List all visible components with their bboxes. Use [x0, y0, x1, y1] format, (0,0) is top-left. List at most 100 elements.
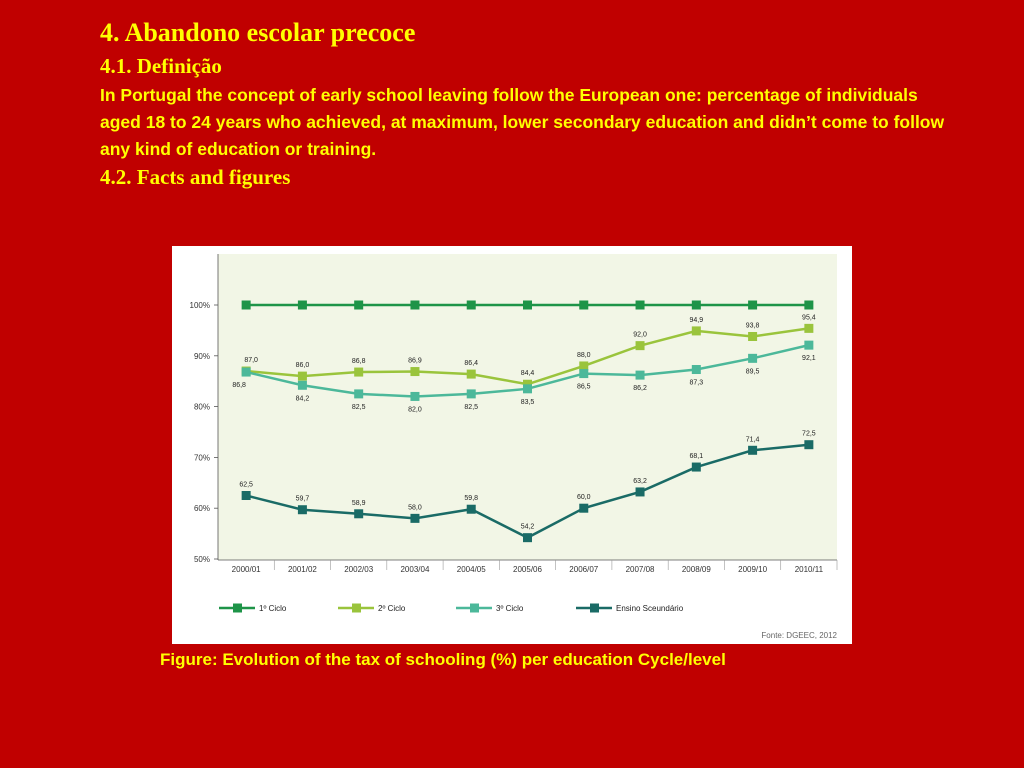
data-point — [804, 300, 814, 310]
data-point — [354, 367, 364, 377]
data-point — [691, 300, 701, 310]
section-heading: 4.2. Facts and figures — [100, 165, 291, 189]
legend-marker — [233, 603, 242, 613]
data-label: 68,1 — [690, 453, 704, 460]
data-label: 93,8 — [746, 322, 760, 329]
data-point — [635, 487, 645, 497]
data-point — [804, 340, 814, 350]
y-tick-label: 50% — [194, 555, 210, 564]
x-tick-label: 2005/06 — [513, 565, 542, 574]
data-label: 92,1 — [802, 355, 816, 362]
data-label: 95,4 — [802, 314, 816, 321]
data-point — [748, 445, 758, 455]
y-tick-label: 80% — [194, 403, 210, 412]
data-label: 89,5 — [746, 368, 760, 375]
data-label: 88,0 — [577, 352, 591, 359]
legend-label: 2º Ciclo — [378, 604, 406, 613]
data-point — [466, 369, 476, 379]
data-label: 87,3 — [690, 380, 704, 387]
x-tick-label: 2009/10 — [738, 565, 767, 574]
data-label: 82,5 — [464, 404, 478, 411]
data-point — [635, 370, 645, 380]
x-tick-label: 2001/02 — [288, 565, 317, 574]
data-point — [691, 462, 701, 472]
legend-marker — [352, 603, 361, 613]
chart-container: 50% 60% 70% 80% 90% 100% 2000/01 2001/02 2002/03… — [172, 246, 852, 644]
data-point — [466, 300, 476, 310]
data-label: 84,2 — [296, 395, 310, 402]
line-chart: 50% 60% 70% 80% 90% 100% 2000/01 2001/02 2002/03… — [190, 254, 838, 640]
data-label: 86,8 — [232, 382, 246, 389]
data-label: 62,5 — [239, 482, 253, 489]
data-point — [410, 300, 420, 310]
data-point — [354, 509, 364, 519]
data-point — [354, 389, 364, 399]
y-tick-label: 100% — [190, 301, 210, 310]
data-label: 83,5 — [521, 399, 535, 406]
data-point — [410, 367, 420, 377]
legend-label: 1º Ciclo — [259, 604, 287, 613]
data-label: 86,2 — [633, 385, 647, 392]
data-point — [241, 300, 251, 310]
data-label: 84,4 — [521, 370, 535, 377]
data-point — [297, 380, 307, 390]
data-point — [635, 341, 645, 351]
slide-title: 4. Abandono escolar precoce — [100, 18, 416, 47]
data-point — [748, 300, 758, 310]
x-tick-label: 2006/07 — [569, 565, 598, 574]
data-point — [748, 331, 758, 341]
data-point — [410, 391, 420, 401]
data-point — [579, 361, 589, 371]
data-label: 59,7 — [296, 496, 310, 503]
data-label: 54,2 — [521, 524, 535, 531]
data-point — [466, 389, 476, 399]
data-point — [691, 365, 701, 375]
data-label: 72,5 — [802, 431, 816, 438]
x-tick-label: 2003/04 — [400, 565, 429, 574]
data-point — [804, 440, 814, 450]
data-point — [691, 326, 701, 336]
y-tick-label: 90% — [194, 352, 210, 361]
data-point — [523, 533, 532, 543]
data-label: 58,0 — [408, 504, 422, 511]
data-point — [297, 300, 307, 310]
data-label: 87,0 — [244, 357, 258, 364]
plot-area — [218, 254, 837, 560]
data-point — [804, 323, 814, 333]
data-label: 82,5 — [352, 404, 366, 411]
data-point — [523, 300, 532, 310]
data-point — [354, 300, 364, 310]
y-tick-label: 60% — [194, 504, 210, 513]
definition-paragraph: In Portugal the concept of early school … — [100, 85, 945, 159]
slide-subtitle: 4.1. Definição — [100, 54, 222, 78]
y-tick-label: 70% — [194, 453, 210, 462]
data-label: 82,0 — [408, 406, 422, 413]
data-point — [241, 367, 251, 377]
data-point — [523, 379, 532, 389]
data-point — [579, 300, 589, 310]
data-point — [297, 505, 307, 515]
x-tick-label: 2010/11 — [795, 565, 824, 574]
data-label: 94,9 — [690, 317, 704, 324]
legend-marker — [470, 603, 479, 613]
data-label: 71,4 — [746, 436, 760, 443]
data-point — [241, 491, 251, 500]
x-tick-label: 2004/05 — [457, 565, 486, 574]
data-point — [466, 504, 476, 514]
chart-source: Fonte: DGEEC, 2012 — [761, 631, 837, 640]
data-point — [410, 513, 420, 523]
x-tick-label: 2000/01 — [232, 565, 261, 574]
x-tick-label: 2008/09 — [682, 565, 711, 574]
data-label: 63,2 — [633, 478, 647, 485]
legend-label: 3º Ciclo — [496, 604, 524, 613]
legend-marker — [590, 603, 599, 613]
data-label: 86,4 — [464, 360, 478, 367]
x-tick-label: 2002/03 — [344, 565, 373, 574]
x-tick-label: 2007/08 — [626, 565, 655, 574]
data-label: 86,5 — [577, 384, 591, 391]
data-point — [748, 353, 758, 363]
data-point — [297, 371, 307, 381]
legend-label: Ensino Sceundário — [616, 604, 684, 613]
data-label: 58,9 — [352, 500, 366, 507]
data-point — [635, 300, 645, 310]
